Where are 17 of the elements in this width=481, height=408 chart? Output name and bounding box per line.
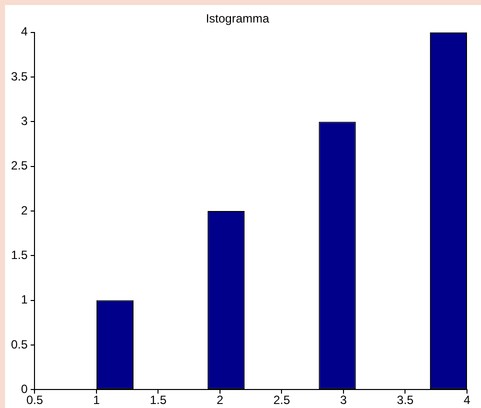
x-tick-label: 2	[216, 393, 224, 408]
y-tick-label: 4	[20, 24, 28, 39]
chart-title: Istogramma	[206, 12, 270, 26]
y-tick-label: 0	[20, 382, 28, 396]
x-tick-label: 3	[340, 393, 348, 408]
x-tick-label: 1	[93, 393, 100, 408]
y-tick-label: 1	[20, 292, 28, 307]
y-tick-label: 0.5	[10, 337, 28, 352]
x-tick-label: 4	[464, 393, 471, 408]
x-tick-label: 2.5	[273, 393, 290, 408]
y-tick-label: 1.5	[10, 248, 28, 262]
y-tick-label: 3	[20, 114, 28, 128]
x-tick-label: 1.5	[150, 393, 167, 408]
x-tick-label: 3.5	[396, 393, 414, 408]
y-tick-label: 2.5	[10, 158, 28, 173]
y-tick-label: 2	[20, 203, 28, 218]
y-tick-label: 3.5	[10, 69, 28, 84]
